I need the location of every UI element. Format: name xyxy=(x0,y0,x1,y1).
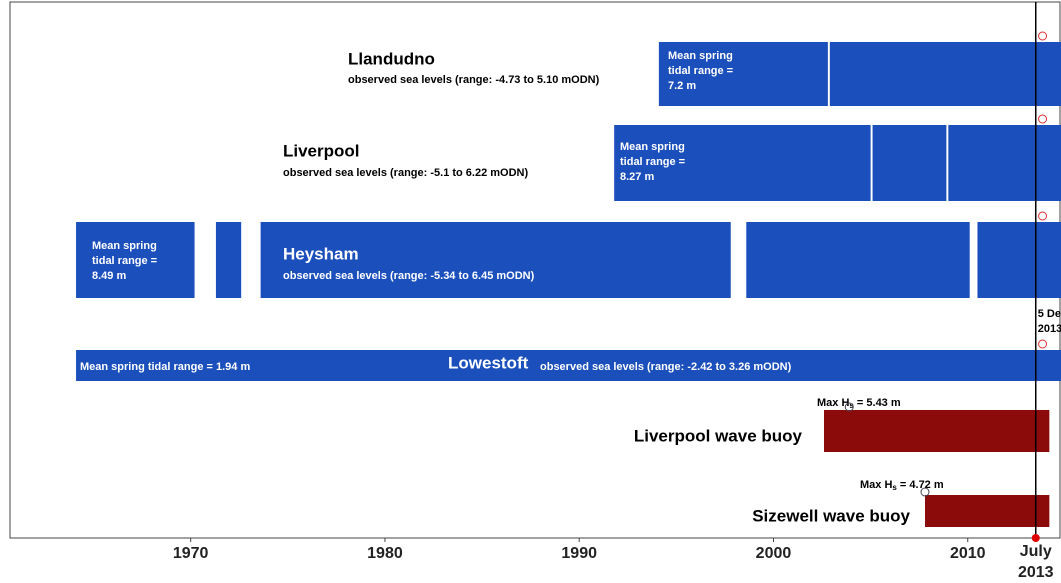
wave-record xyxy=(823,410,1050,452)
wave-record xyxy=(925,495,1050,527)
tidal-range-note: Mean spring xyxy=(620,141,685,153)
record-subtitle: observed sea levels (range: -5.1 to 6.22… xyxy=(283,167,528,179)
event-marker xyxy=(1038,339,1048,349)
record-name: Sizewell wave buoy xyxy=(752,506,910,525)
tidal-range-note: 7.2 m xyxy=(668,80,696,92)
tidal-range-note: tidal range = xyxy=(92,255,157,267)
tide-record xyxy=(76,350,1061,381)
record-name: Llandudno xyxy=(348,49,435,68)
tide-record xyxy=(658,42,828,106)
tide-record xyxy=(614,125,871,201)
record-name: Liverpool xyxy=(283,141,360,160)
record-name: Liverpool wave buoy xyxy=(634,426,803,445)
max-label-sub: s xyxy=(849,401,854,410)
tide-record xyxy=(948,125,1061,201)
x-tick-label: 1970 xyxy=(173,545,209,562)
record-subtitle: observed sea levels (range: -2.42 to 3.2… xyxy=(540,361,792,373)
event-marker xyxy=(1038,211,1048,221)
tide-record xyxy=(872,125,947,201)
tidal-range-note: 8.49 m xyxy=(92,270,126,282)
max-marker xyxy=(920,487,930,497)
tidal-range-note: Mean spring xyxy=(92,240,157,252)
event-label: 5 Dec xyxy=(1038,308,1061,320)
x-tick-label: 2000 xyxy=(756,545,792,562)
max-label-suffix: = 5.43 m xyxy=(854,397,901,409)
tide-record xyxy=(829,42,1061,106)
event-label: 2013 xyxy=(1038,323,1061,335)
record-subtitle: observed sea levels (range: -4.73 to 5.1… xyxy=(348,74,600,86)
tidal-range-note: tidal range = xyxy=(668,65,733,77)
july-2013-label: July xyxy=(1020,543,1052,560)
record-name: Lowestoft xyxy=(448,353,529,372)
tide-record xyxy=(977,222,1061,298)
max-label-prefix: Max H xyxy=(860,479,892,491)
x-tick-label: 2010 xyxy=(950,545,986,562)
x-tick-label: 1990 xyxy=(561,545,597,562)
event-marker xyxy=(1038,31,1048,41)
july-2013-label: 2013 xyxy=(1018,564,1054,581)
max-label-prefix: Max H xyxy=(817,397,849,409)
max-label: Max Hs = 4.72 m xyxy=(860,479,944,492)
tide-record xyxy=(215,222,242,298)
tidal-range-note: 8.27 m xyxy=(620,171,654,183)
max-marker xyxy=(844,402,854,412)
tide-record xyxy=(746,222,970,298)
record-name: Heysham xyxy=(283,244,359,263)
tidal-range-note: Mean spring tidal range = 1.94 m xyxy=(80,361,250,373)
tidal-range-note: tidal range = xyxy=(620,156,685,168)
event-marker xyxy=(1038,114,1048,124)
max-label: Max Hs = 5.43 m xyxy=(817,397,901,410)
tide-record xyxy=(76,222,195,298)
july-2013-dot xyxy=(1031,534,1040,542)
max-label-suffix: = 4.72 m xyxy=(897,479,944,491)
max-label-sub: s xyxy=(892,483,897,492)
tidal-range-note: Mean spring xyxy=(668,50,733,62)
record-subtitle: observed sea levels (range: -5.34 to 6.4… xyxy=(283,270,535,282)
tide-record xyxy=(260,222,731,298)
x-tick-label: 1980 xyxy=(367,545,403,562)
